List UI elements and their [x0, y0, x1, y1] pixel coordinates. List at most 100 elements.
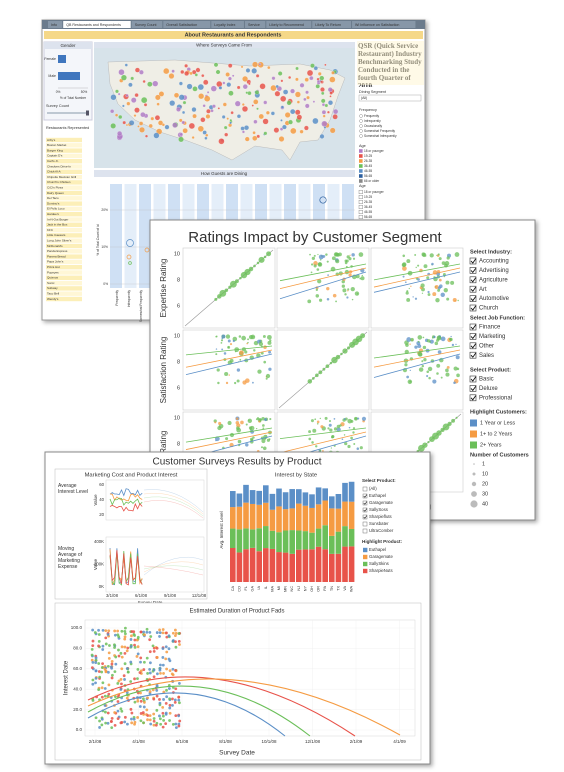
radio[interactable] [359, 114, 363, 118]
projection [143, 496, 204, 517]
restaurant-row[interactable] [46, 249, 82, 254]
restaurant-row[interactable] [46, 148, 82, 153]
checkbox[interactable] [358, 189, 363, 194]
checkbox[interactable] [358, 209, 363, 214]
radio[interactable] [359, 129, 363, 133]
restaurant-row[interactable] [46, 227, 82, 233]
checkbox[interactable] [362, 514, 368, 520]
restaurant-row[interactable] [46, 164, 82, 169]
restaurant-row[interactable] [46, 169, 82, 174]
checkbox[interactable] [362, 507, 368, 513]
restaurant-row[interactable] [46, 212, 82, 217]
tab[interactable] [63, 21, 131, 28]
dropdown[interactable] [358, 94, 422, 102]
restaurant-row[interactable] [46, 259, 82, 265]
restaurant-row[interactable] [46, 286, 82, 291]
restaurant-row[interactable] [46, 296, 82, 302]
checkbox[interactable] [469, 295, 477, 302]
slider-handle[interactable] [86, 110, 89, 116]
restaurant-row[interactable] [46, 206, 82, 212]
checkbox[interactable] [358, 194, 363, 199]
checkbox[interactable] [469, 257, 477, 265]
fad-dot [107, 629, 111, 633]
restaurant-row[interactable] [46, 190, 82, 196]
checkbox[interactable] [469, 323, 477, 331]
title: Ratings Impact by Customer Segment [188, 229, 442, 246]
checkbox[interactable] [358, 214, 363, 219]
map-dot [242, 105, 248, 112]
checkbox[interactable] [362, 521, 368, 527]
tab[interactable] [48, 21, 63, 28]
map-dot [327, 110, 330, 114]
restaurant-row[interactable] [46, 174, 82, 180]
fad-dot [100, 666, 104, 669]
checkbox[interactable] [362, 500, 368, 506]
checkbox[interactable] [469, 375, 477, 383]
scatter-dot [434, 284, 439, 290]
checkbox[interactable] [469, 304, 477, 312]
row-label: Satisfaction Rating [159, 337, 168, 404]
map-dot [299, 129, 304, 134]
tab[interactable] [312, 21, 352, 28]
map-dot [262, 118, 269, 125]
restaurant-row[interactable] [46, 280, 82, 286]
checkbox[interactable] [469, 285, 477, 293]
restaurant-row[interactable] [46, 270, 82, 275]
scatter-dot [427, 366, 433, 372]
restaurant-row[interactable] [46, 137, 82, 143]
tab[interactable] [211, 21, 244, 28]
fad-dot [148, 690, 152, 693]
radio[interactable] [359, 134, 363, 138]
restaurant-name: Sonic [47, 281, 55, 285]
restaurant-row[interactable] [46, 153, 82, 159]
checkbox[interactable] [358, 199, 363, 204]
restaurant-row[interactable] [46, 217, 82, 222]
restaurant-row[interactable] [46, 143, 82, 148]
restaurant-row[interactable] [46, 185, 82, 190]
restaurant-row[interactable] [46, 159, 82, 164]
restaurant-name: Chipotle Mexican Grill [47, 175, 77, 179]
restaurant-row[interactable] [46, 243, 82, 249]
scatter-dot [269, 417, 272, 421]
restaurant-row[interactable] [46, 265, 82, 270]
map-dot [329, 95, 332, 98]
tick-label: 200K [94, 562, 104, 567]
checkbox[interactable] [469, 342, 477, 350]
stacked-bar [348, 546, 355, 582]
restaurant-row[interactable] [46, 196, 82, 201]
restaurant-row[interactable] [46, 222, 82, 227]
restaurant-row[interactable] [46, 291, 82, 296]
checkbox[interactable] [469, 276, 477, 284]
restaurant-row[interactable] [46, 254, 82, 259]
restaurant-row[interactable] [46, 275, 82, 280]
checkbox[interactable] [362, 486, 368, 492]
checkbox[interactable] [362, 528, 368, 534]
fad-dot [107, 670, 110, 674]
dining-point [126, 239, 134, 247]
tab[interactable] [244, 21, 266, 28]
radio[interactable] [359, 124, 363, 128]
scatter-dot [310, 419, 314, 423]
restaurant-row[interactable] [46, 201, 82, 206]
restaurant-name: Little Caesars [47, 233, 66, 237]
tab[interactable] [266, 21, 312, 28]
restaurant-row[interactable] [46, 180, 82, 185]
tab[interactable] [352, 21, 416, 28]
restaurant-row[interactable] [46, 238, 82, 243]
restaurant-row[interactable] [46, 233, 82, 238]
radio[interactable] [359, 119, 363, 123]
checkbox[interactable] [469, 385, 477, 392]
scatter-dot [325, 364, 330, 369]
checkbox[interactable] [469, 333, 477, 340]
radio-label: Somewhat Frequently [364, 129, 395, 133]
checkbox[interactable] [362, 493, 368, 499]
checkbox[interactable] [469, 267, 477, 274]
tab[interactable] [131, 21, 163, 28]
map-dot [163, 68, 170, 75]
checkbox[interactable] [358, 204, 363, 209]
scatter-dot [445, 368, 449, 373]
checkbox[interactable] [469, 394, 477, 402]
checkbox[interactable] [469, 351, 477, 359]
scatter-dot [351, 253, 355, 257]
tab[interactable] [163, 21, 211, 28]
